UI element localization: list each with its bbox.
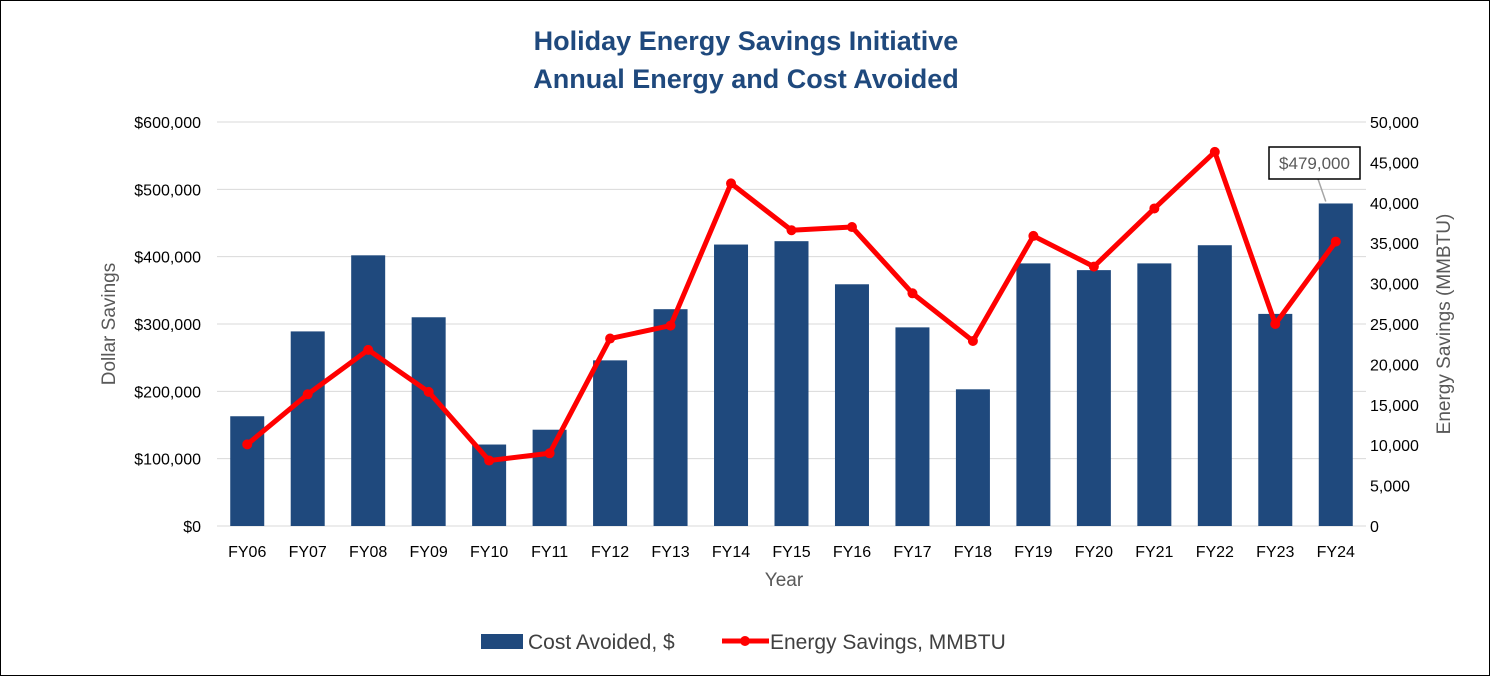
y-tick-label: $400,000	[134, 250, 201, 267]
line-point	[1149, 203, 1160, 214]
line-point	[726, 178, 737, 189]
x-tick-label: FY12	[591, 544, 629, 561]
line-point	[423, 386, 434, 397]
bar	[411, 317, 446, 526]
x-tick-label: FY24	[1317, 544, 1355, 561]
line-point	[1209, 146, 1220, 157]
line-point	[1270, 319, 1281, 329]
line-point	[967, 335, 978, 346]
line-point	[846, 222, 857, 233]
bar-series	[230, 203, 1353, 526]
bar	[834, 284, 869, 526]
line-point	[605, 333, 616, 344]
x-tick-label: FY08	[349, 544, 387, 561]
y2-tick-label: 20,000	[1370, 357, 1419, 374]
line-point	[242, 439, 253, 450]
line-point	[1330, 236, 1341, 247]
x-tick-label: FY23	[1256, 544, 1294, 561]
legend-label-line: Energy Savings, MMBTU	[770, 631, 1006, 654]
bar	[351, 255, 386, 526]
x-tick-label: FY09	[410, 544, 448, 561]
callout-box	[1268, 146, 1361, 180]
y-tick-label: $500,000	[134, 182, 201, 199]
x-tick-label: FY07	[289, 544, 327, 561]
x-tick-label: FY18	[954, 544, 992, 561]
x-tick-label: FY14	[712, 544, 750, 561]
line-point	[363, 344, 374, 355]
bar	[290, 331, 325, 526]
x-tick-label: FY16	[833, 544, 871, 561]
x-tick-label: FY21	[1135, 544, 1173, 561]
callout-label: $479,000	[1279, 154, 1350, 173]
bar	[714, 244, 749, 526]
line-point	[786, 225, 797, 236]
bar	[1197, 245, 1232, 526]
y2-axis-title: Energy Savings (MMBTU)	[1434, 214, 1455, 435]
left-axis-ticks: $0 $100,000 $200,000 $300,000 $400,000 $500,0…	[134, 115, 201, 536]
y-tick-label: $100,000	[134, 452, 201, 469]
bar	[1137, 263, 1172, 526]
x-axis-ticks: FY06 FY07 FY08 FY09 FY10 FY11 FY12 FY13 FY14 FY15…	[228, 544, 1355, 561]
y2-tick-label: 15,000	[1370, 398, 1419, 415]
x-tick-label: FY06	[228, 544, 266, 561]
x-tick-label: FY19	[1014, 544, 1052, 561]
y-tick-label: $200,000	[134, 384, 201, 401]
chart-subtitle: Annual Energy and Cost Avoided	[533, 64, 959, 94]
line-point	[665, 320, 676, 331]
legend-label-bar: Cost Avoided, $	[528, 631, 675, 654]
x-tick-label: FY22	[1196, 544, 1234, 561]
bar	[1016, 263, 1051, 526]
bar	[653, 309, 688, 526]
y2-tick-label: 45,000	[1370, 155, 1419, 172]
x-axis-title: Year	[765, 570, 804, 591]
bar	[593, 360, 628, 526]
callout-leader	[1317, 178, 1327, 202]
bar	[1076, 270, 1111, 526]
x-tick-label: FY10	[470, 544, 508, 561]
x-tick-label: FY13	[651, 544, 689, 561]
line-point	[544, 448, 555, 459]
y-tick-label: $600,000	[134, 115, 201, 132]
line-point	[302, 389, 313, 400]
x-tick-label: FY17	[893, 544, 931, 561]
x-tick-label: FY15	[772, 544, 810, 561]
y2-tick-label: 35,000	[1370, 236, 1419, 253]
bar	[895, 327, 930, 526]
bar	[1318, 203, 1353, 526]
y-tick-label: $300,000	[134, 317, 201, 334]
y2-tick-label: 5,000	[1370, 479, 1410, 496]
x-tick-label: FY11	[531, 544, 568, 561]
right-axis-ticks: 0 5,000 10,000 15,000 20,000 25,000 30,000 35,0…	[1370, 115, 1419, 536]
bar	[532, 429, 567, 526]
line-point	[907, 288, 918, 299]
y-tick-label: $0	[183, 519, 201, 536]
legend-swatch-bar	[481, 634, 523, 649]
line-point	[1088, 261, 1099, 272]
legend-swatch-marker	[740, 636, 750, 646]
bar	[774, 241, 809, 526]
y2-tick-label: 50,000	[1370, 115, 1419, 132]
line-markers	[242, 146, 1341, 466]
data-callout: $479,000	[1268, 146, 1361, 202]
chart-title: Holiday Energy Savings Initiative	[534, 26, 959, 56]
y2-tick-label: 30,000	[1370, 277, 1419, 294]
y2-tick-label: 10,000	[1370, 438, 1419, 455]
y2-tick-label: 40,000	[1370, 196, 1419, 213]
y2-tick-label: 25,000	[1370, 317, 1419, 334]
y2-tick-label: 0	[1370, 519, 1379, 536]
line-point	[484, 455, 495, 466]
x-tick-label: FY20	[1075, 544, 1113, 561]
y-axis-title: Dollar Savings	[99, 263, 120, 386]
bar	[955, 389, 990, 526]
line-point	[1028, 230, 1039, 241]
legend: Cost Avoided, $ Energy Savings, MMBTU	[481, 631, 1006, 654]
bar	[1258, 313, 1293, 526]
